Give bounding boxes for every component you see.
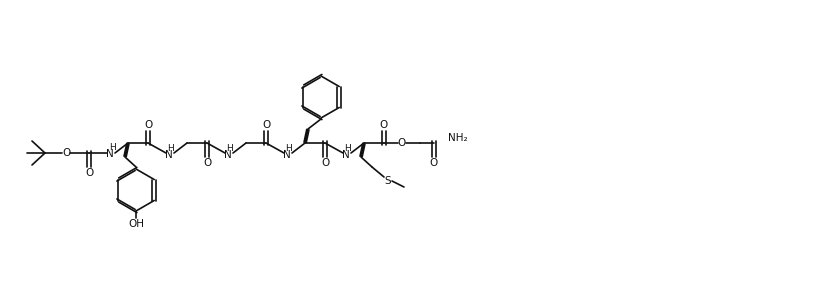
Text: O: O: [321, 158, 329, 168]
Text: H: H: [344, 144, 350, 152]
Text: N: N: [283, 150, 291, 160]
Text: O: O: [380, 120, 388, 130]
Text: O: O: [85, 168, 93, 178]
Text: O: O: [398, 138, 406, 148]
Text: OH: OH: [128, 219, 144, 229]
Text: O: O: [62, 148, 70, 158]
Text: H: H: [109, 143, 115, 151]
Text: O: O: [430, 158, 438, 168]
Text: N: N: [165, 150, 173, 160]
Text: H: H: [284, 144, 291, 152]
Text: N: N: [342, 150, 350, 160]
Text: N: N: [106, 149, 114, 159]
Text: H: H: [225, 144, 233, 152]
Text: N: N: [224, 150, 232, 160]
Text: NH₂: NH₂: [448, 133, 468, 143]
Text: O: O: [144, 120, 152, 130]
Text: O: O: [262, 120, 270, 130]
Text: H: H: [167, 144, 173, 152]
Text: S: S: [385, 176, 391, 186]
Text: O: O: [203, 158, 211, 168]
